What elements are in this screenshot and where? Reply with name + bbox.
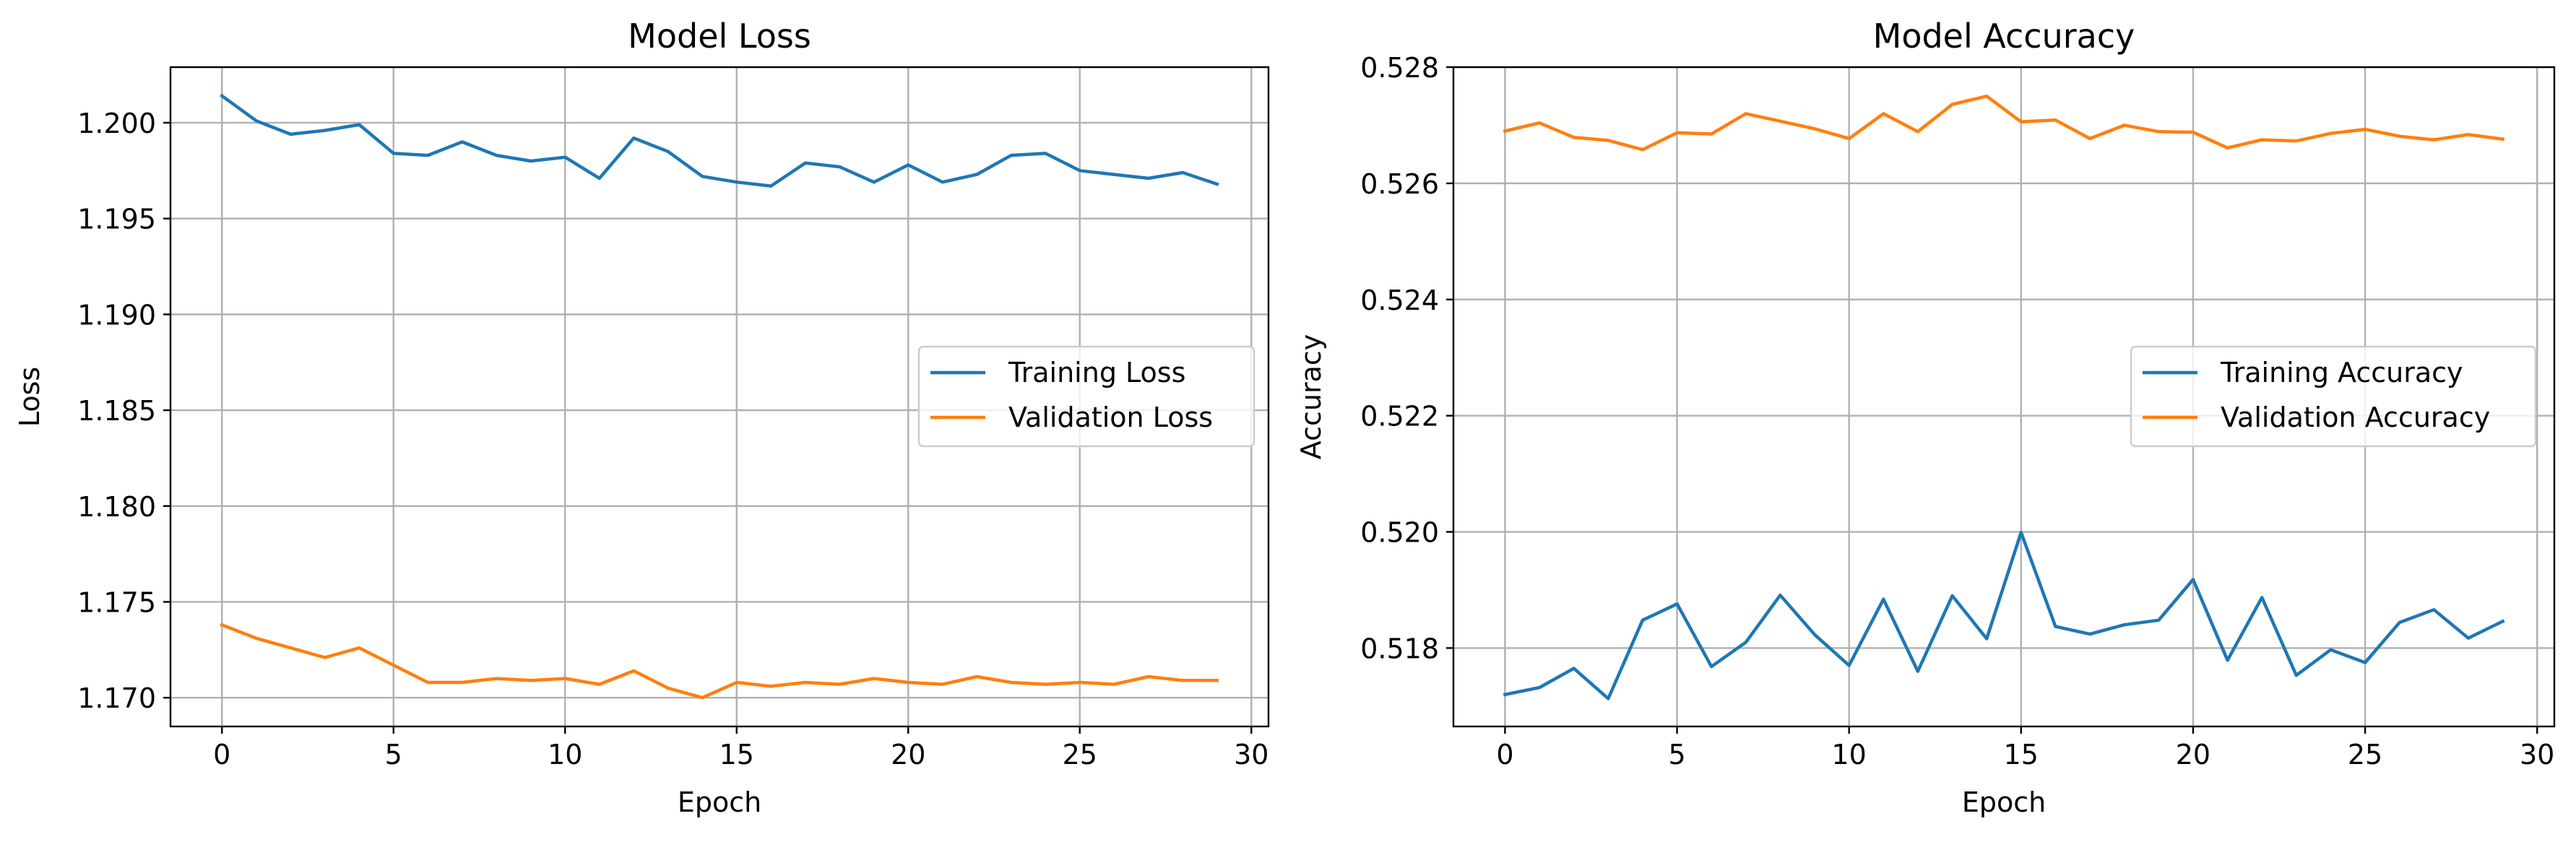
y-axis-label: Loss — [14, 367, 46, 427]
x-tick-label: 20 — [2176, 739, 2210, 771]
y-tick-label: 1.185 — [77, 395, 156, 427]
x-tick-label: 15 — [2004, 739, 2039, 771]
legend-entry: Validation Accuracy — [2221, 402, 2490, 433]
x-tick-label: 30 — [1234, 739, 1268, 771]
chart-loss: 0 5 10 15 20 25 30 1.170 1.175 1.180 1.185 1.190 1.1… — [14, 17, 1270, 818]
y-tick-label: 1.195 — [77, 204, 156, 235]
x-tick-label: 5 — [385, 739, 402, 771]
series-line-validation — [1503, 94, 2505, 152]
legend-entry: Training Accuracy — [2220, 357, 2463, 389]
plot-frame — [169, 66, 1270, 728]
y-tick-label: 1.180 — [77, 491, 156, 523]
y-tick-label: 1.170 — [77, 682, 156, 714]
y-tick-label: 0.520 — [1360, 517, 1439, 549]
x-tick-label: 0 — [1496, 739, 1513, 771]
y-tick-label: 0.524 — [1360, 285, 1439, 316]
y-tick-label: 1.200 — [77, 108, 156, 139]
y-tick-label: 0.526 — [1360, 168, 1439, 200]
series-line-training — [1503, 531, 2505, 700]
y-tick-label: 1.190 — [77, 299, 156, 331]
y-tick-label: 1.175 — [77, 586, 156, 618]
legend: Training Accuracy Validation Accuracy — [2130, 345, 2537, 448]
plot-frame — [1452, 66, 2556, 728]
x-tick-label: 25 — [1063, 739, 1097, 771]
legend-entry: Training Loss — [1008, 357, 1185, 389]
legend-box — [2130, 345, 2537, 448]
legend-entry: Validation Loss — [1008, 402, 1213, 433]
series-line-training — [220, 93, 1219, 188]
chart-title: Model Accuracy — [1873, 17, 2135, 56]
x-axis-label: Epoch — [1962, 786, 2046, 818]
series-line-validation — [220, 622, 1219, 700]
x-axis-label: Epoch — [678, 786, 761, 818]
x-tick-label: 5 — [1668, 739, 1685, 771]
x-tick-label: 30 — [2520, 739, 2554, 771]
y-tick-label: 0.518 — [1360, 633, 1439, 664]
legend-box — [917, 345, 1255, 448]
legend: Training Loss Validation Loss — [917, 345, 1255, 448]
y-axis-label: Accuracy — [1295, 334, 1327, 460]
x-tick-label: 15 — [719, 739, 754, 771]
chart-accuracy: 0 5 10 15 20 25 30 0.518 0.520 0.522 0.524 0.526 0.5… — [1295, 17, 2556, 818]
x-tick-label: 10 — [1832, 739, 1867, 771]
x-tick-label: 20 — [891, 739, 925, 771]
x-tick-label: 25 — [2348, 739, 2382, 771]
y-tick-label: 0.522 — [1360, 401, 1439, 433]
x-tick-label: 0 — [213, 739, 230, 771]
y-tick-label: 0.528 — [1360, 52, 1439, 84]
x-tick-label: 10 — [548, 739, 582, 771]
chart-title: Model Loss — [628, 17, 811, 56]
